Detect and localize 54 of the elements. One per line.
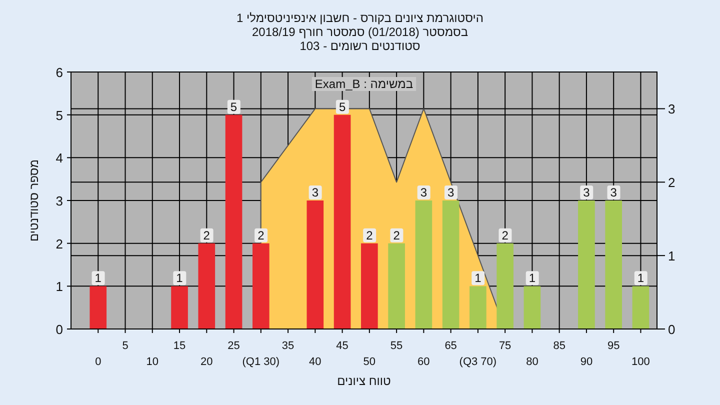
x-tick-label: 55: [390, 340, 403, 352]
x-tick-label: 50: [363, 356, 376, 368]
y-tick-label: 3: [56, 194, 63, 208]
x-tick-label: 5: [122, 340, 128, 352]
y2-tick-label: 1: [668, 248, 676, 264]
x-tick-label: 90: [580, 356, 593, 368]
annotation: במשימה : Exam_B: [314, 77, 414, 91]
y-axis-title: מספר סטודנטים: [27, 159, 41, 242]
data-label: 3: [583, 186, 590, 200]
data-label: 1: [637, 271, 644, 286]
data-label: 3: [447, 186, 454, 200]
chart-title: היסטוגרמת ציונים בקורס - חשבון אינפיניטסימלי 1: [236, 11, 484, 25]
y-tick-label: 5: [56, 108, 63, 123]
x-tick-label: 60: [418, 356, 430, 368]
x-tick-label: 80: [526, 356, 538, 368]
x-tick-label: 75: [498, 340, 512, 352]
data-label: 3: [420, 186, 428, 200]
data-label: 2: [203, 228, 210, 242]
x-tick-label: 20: [200, 356, 213, 368]
data-label: 1: [94, 271, 102, 286]
data-label: 1: [176, 271, 184, 286]
y-tick-label: 4: [56, 150, 63, 166]
data-label: 2: [502, 228, 509, 242]
data-label: 3: [610, 186, 618, 200]
x-tick-label: 45: [336, 340, 348, 352]
x-tick-label: 0: [95, 356, 102, 368]
x-tick-label: (Q3 70): [459, 356, 497, 368]
y-tick-label: 6: [56, 65, 63, 80]
x-tick-label: 100: [632, 356, 650, 368]
y-tick-label: 2: [56, 236, 63, 252]
data-label: 1: [528, 271, 536, 286]
x-tick-label: 15: [173, 340, 186, 352]
data-label: 2: [393, 228, 400, 242]
y2-tick-label: 0: [668, 322, 676, 337]
data-label: 5: [230, 100, 238, 114]
x-tick-label: 35: [282, 340, 294, 352]
x-axis-title: טווח ציונים: [337, 374, 392, 388]
data-label: 2: [366, 228, 374, 242]
y-tick-label: 0: [56, 322, 63, 337]
x-tick-label: 85: [553, 340, 566, 352]
x-tick-label: (Q1 30): [242, 356, 280, 368]
chart-subtitle: בסמסטר (01/2018) סמסטר חורף 2018/19 סטודנטים רשומים - 103: [252, 25, 468, 53]
x-tick-label: 40: [309, 356, 322, 368]
y-tick-label: 1: [56, 279, 63, 294]
y2-tick-label: 3: [668, 102, 676, 117]
data-label: 2: [258, 228, 265, 242]
y2-tick-label: 2: [668, 175, 676, 190]
x-tick-label: 65: [444, 340, 457, 352]
x-tick-label: 10: [146, 356, 159, 368]
data-label: 3: [312, 186, 319, 200]
data-label: 5: [338, 100, 346, 114]
data-label: 1: [474, 271, 482, 286]
x-tick-label: 25: [228, 340, 240, 352]
x-tick-label: 95: [607, 340, 620, 352]
